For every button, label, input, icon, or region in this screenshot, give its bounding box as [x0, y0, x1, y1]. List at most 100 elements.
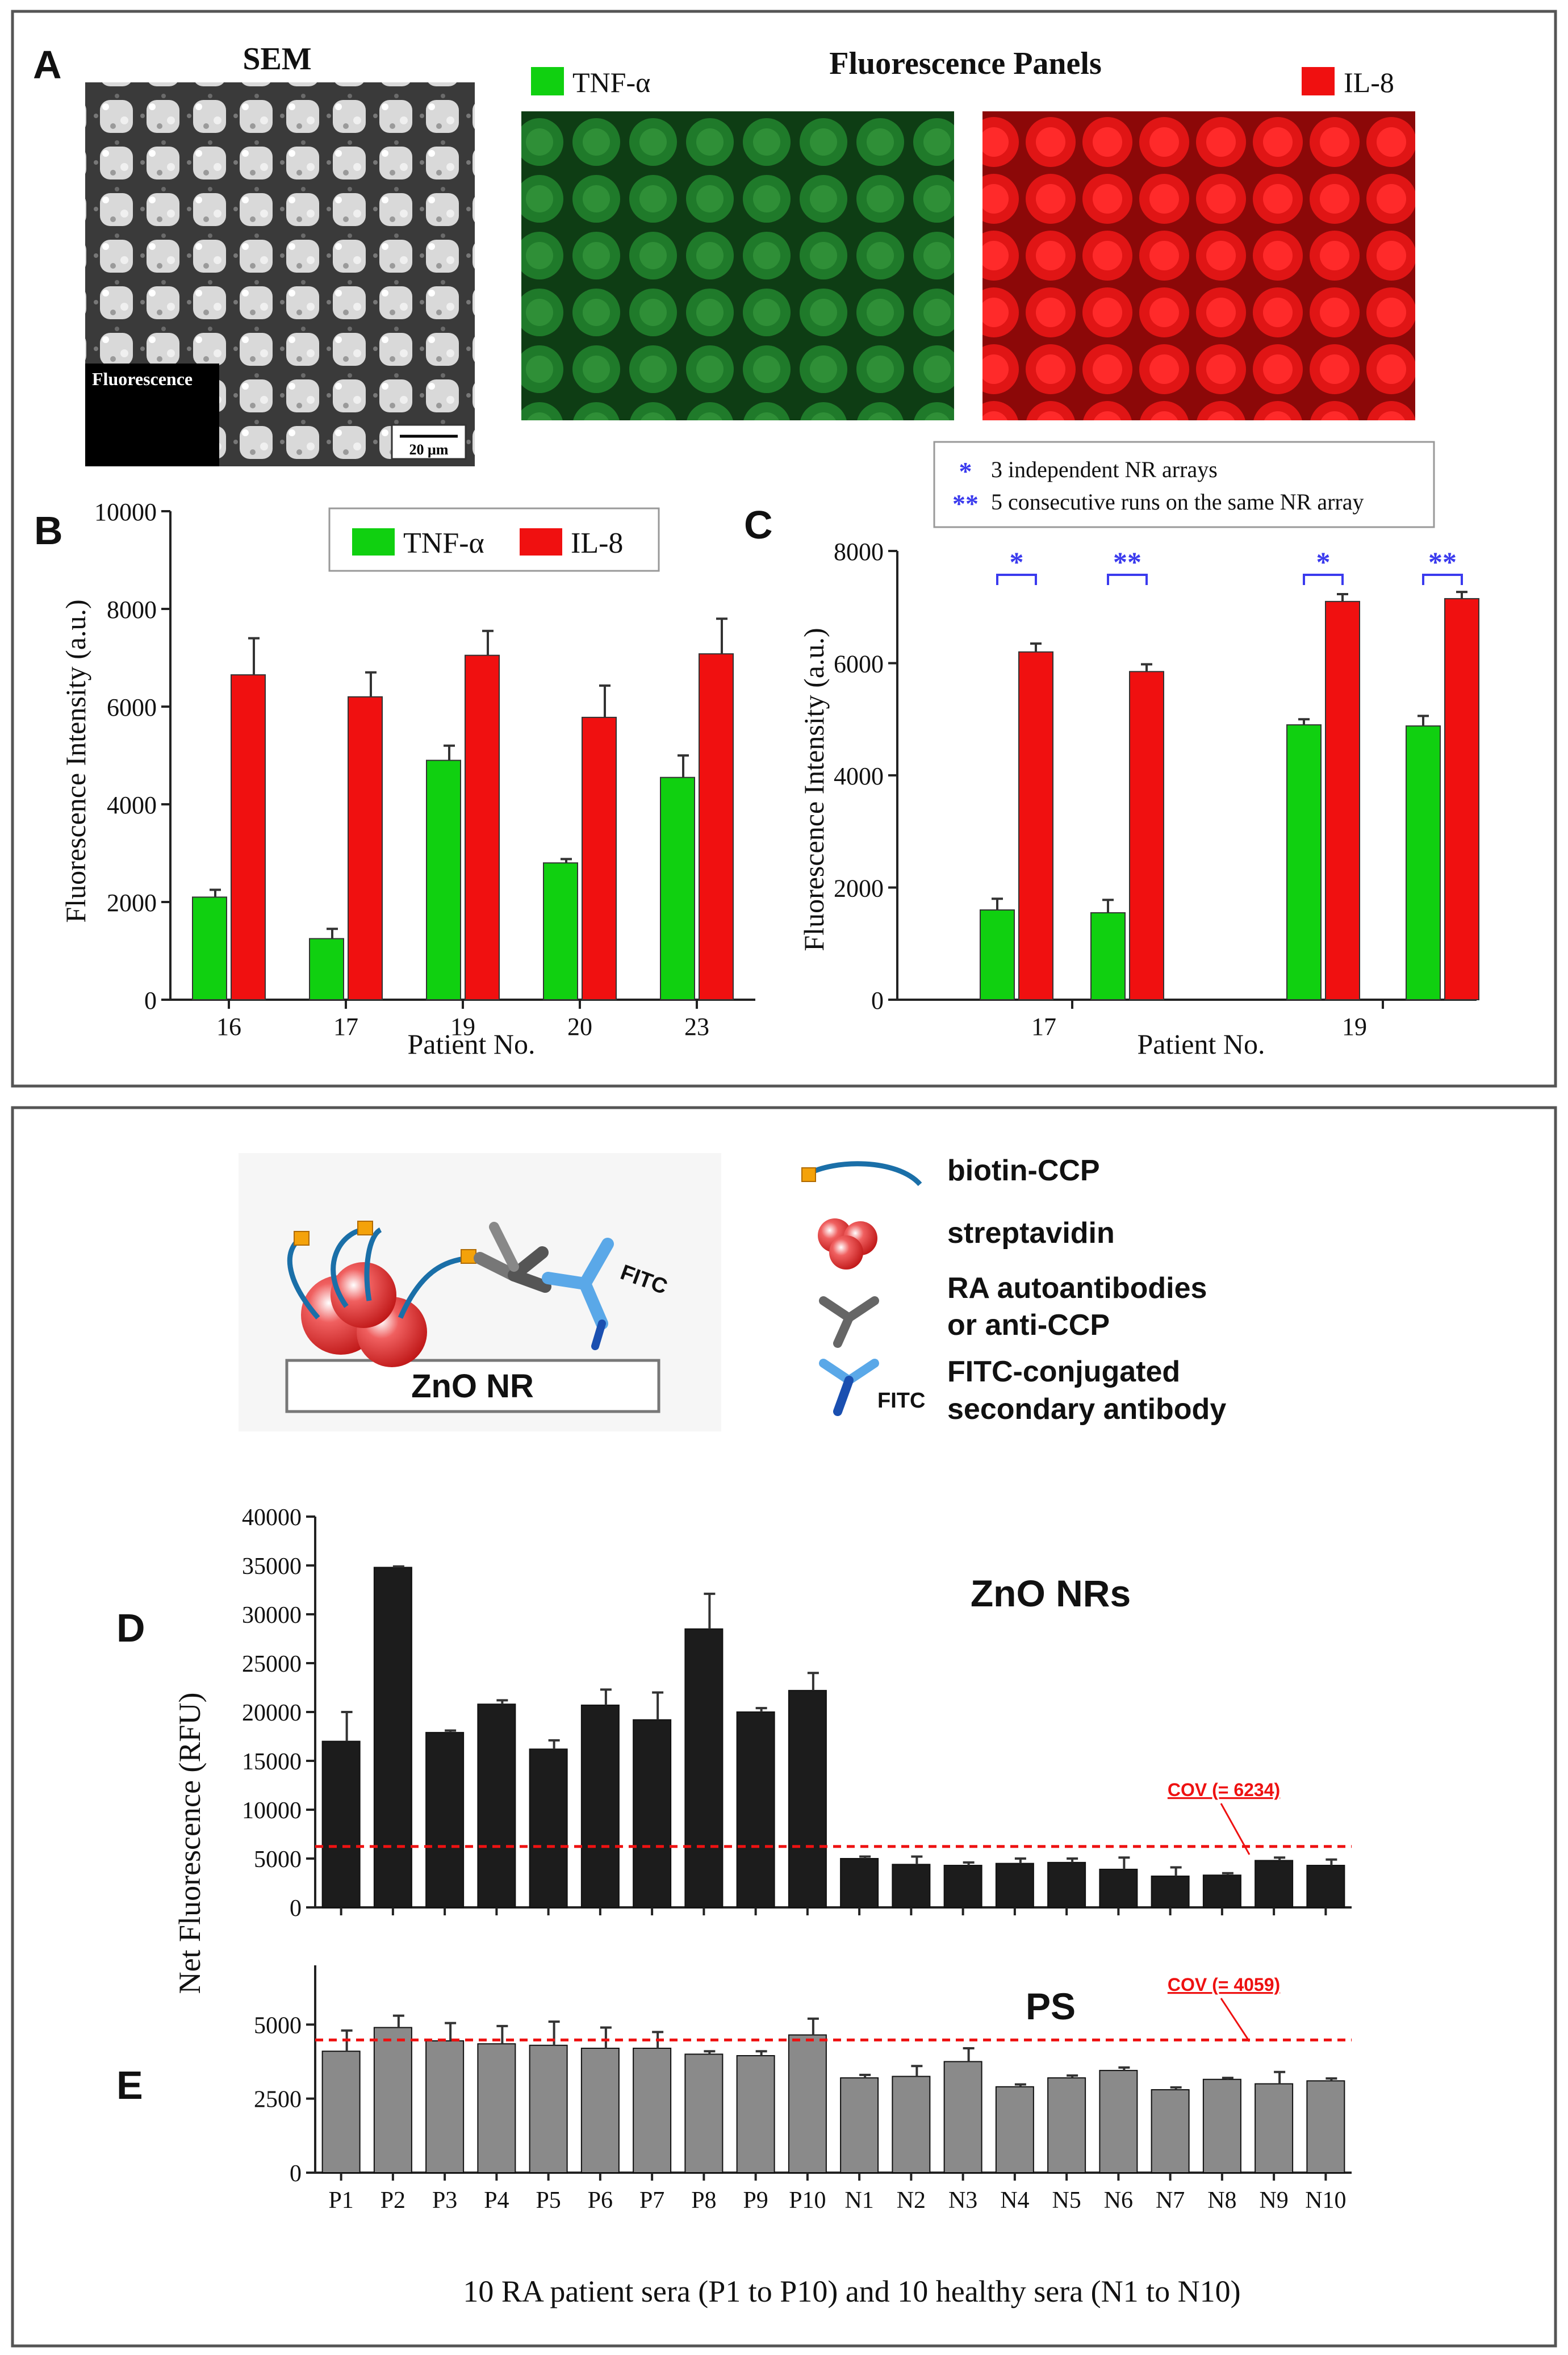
- chart-e-xtick-label: P5: [536, 2187, 561, 2214]
- legend-il8-label: IL-8: [1344, 66, 1394, 98]
- chart-e-bar: [840, 2077, 879, 2173]
- chart-c-xtick-label: 17: [1031, 1013, 1056, 1041]
- ra-antibody-icon: [819, 1296, 879, 1348]
- legend-anti-ccp: or anti-CCP: [947, 1309, 1110, 1342]
- biotin-ccp-strand: [364, 1227, 382, 1301]
- chart-b-ytick-label: 4000: [107, 791, 157, 819]
- chart-e-bar: [1202, 2078, 1241, 2173]
- chart-b-xtick-label: 20: [567, 1013, 592, 1041]
- chart-b-ylabel: Fluorescence Intensity (a.u.): [60, 599, 91, 922]
- chart-b-xlabel: Patient No.: [408, 1028, 536, 1060]
- chart-e-bar: [892, 2076, 931, 2173]
- chart-c-ytick-label: 6000: [834, 650, 884, 678]
- il8-fluorescence-image: [982, 111, 1415, 420]
- chart-b-xtick-label: 23: [684, 1013, 709, 1041]
- chart-c-bar-tnf: [1090, 912, 1126, 1000]
- chart-e-bar: [321, 2051, 361, 2174]
- chart-c-significance-mark: *: [1316, 546, 1331, 578]
- chart-c-ytick-label: 4000: [834, 762, 884, 790]
- chart-b-bar-il8: [465, 654, 500, 1000]
- biotin-ccp-icon: [801, 1161, 922, 1187]
- chart-b-xtick-label: 17: [333, 1013, 358, 1041]
- chart-d-bar: [684, 1628, 724, 1909]
- chart-e-xtick-label: P3: [432, 2187, 457, 2214]
- chart-d: ZnO NRs COV (= 6234) Net Fluorescence (R…: [173, 1505, 1352, 1994]
- chart-e-bar: [529, 2044, 568, 2173]
- chart-b-xtick-label: 16: [216, 1013, 241, 1041]
- panel-label-c: C: [744, 503, 773, 547]
- chart-d-ytick-label: 40000: [242, 1505, 302, 1531]
- scale-bar-box: [391, 424, 467, 460]
- chart-e-xtick-label: P8: [691, 2187, 716, 2214]
- chart-b-legend-swatch-il8: [520, 528, 562, 556]
- chart-e-xtick-label: N2: [897, 2187, 926, 2214]
- chart-e-bar: [425, 2040, 465, 2174]
- chart-d-ytick-label: 30000: [242, 1602, 302, 1629]
- tnf-fluorescence-image: [521, 111, 954, 420]
- chart-b: TNF-α IL-8 Fluorescence Intensity (a.u.)…: [60, 498, 755, 1060]
- chart-e-bar: [633, 2048, 672, 2173]
- chart-e-xtick-label: P2: [380, 2187, 405, 2214]
- sem-title: SEM: [242, 41, 311, 77]
- panel-label-e: E: [116, 2063, 143, 2107]
- chart-b-ytick-label: 2000: [107, 889, 157, 917]
- chart-d-cov-label: COV (= 6234): [1168, 1780, 1280, 1800]
- chart-b-ytick-label: 6000: [107, 694, 157, 721]
- chart-b-ytick-label: 10000: [94, 498, 157, 526]
- chart-b-ytick-label: 8000: [107, 596, 157, 624]
- chart-e-xtick-label: P1: [328, 2187, 353, 2214]
- legend-fitc-conjugated: FITC-conjugated: [947, 1355, 1180, 1388]
- chart-c-significance-bracket: [1303, 574, 1344, 585]
- chart-b-bar-il8: [348, 696, 383, 1001]
- chart-c-significance-bracket: [996, 574, 1037, 585]
- chart-b-bar-il8: [582, 716, 617, 1001]
- legend-biotin-ccp: biotin-CCP: [947, 1154, 1100, 1187]
- chart-e-xtick-label: N6: [1104, 2187, 1133, 2214]
- chart-c-ytick-label: 2000: [834, 875, 884, 903]
- chart-e-xtick-label: P6: [588, 2187, 613, 2214]
- chart-d-bar: [1047, 1861, 1086, 1908]
- biotin-tag: [461, 1249, 476, 1264]
- chart-d-bar: [580, 1704, 620, 1908]
- chart-b-bar-tnf: [192, 896, 227, 1001]
- chart-e-bar: [1306, 2080, 1345, 2174]
- chart-b-legend-swatch-tnf: [352, 528, 395, 556]
- chart-d-bar: [321, 1740, 361, 1909]
- biotin-tag: [357, 1221, 373, 1235]
- chart-b-bar-tnf: [426, 759, 461, 1000]
- chart-c-ytick-label: 8000: [834, 538, 884, 566]
- legend-ra-autoantibodies: RA autoantibodies: [947, 1272, 1207, 1305]
- chart-c-xtick-label: 19: [1342, 1013, 1367, 1041]
- chart-e-xtick-label: P9: [743, 2187, 768, 2214]
- biotin-ccp-strand: [398, 1255, 469, 1319]
- chart-c-bar-tnf: [980, 909, 1015, 1000]
- fitc-secondary-antibody: [542, 1238, 614, 1350]
- chart-e-xtick-label: N10: [1305, 2187, 1346, 2214]
- chart-e-xtick-label: N9: [1259, 2187, 1288, 2214]
- chart-d-bar: [1099, 1868, 1138, 1908]
- chart-c-legend-text-2: 5 consecutive runs on the same NR array: [991, 489, 1364, 515]
- panel-label-b: B: [34, 508, 63, 553]
- chart-e-xtick-label: N7: [1156, 2187, 1185, 2214]
- chart-e-title: PS: [1026, 1985, 1076, 2027]
- chart-c-significance-bracket: [1107, 574, 1148, 585]
- chart-c-bar-il8: [1018, 651, 1053, 1000]
- chart-b-bar-tnf: [543, 862, 578, 1000]
- chart-b-legend-tnf: TNF-α: [403, 527, 484, 559]
- chart-e-xtick-label: N5: [1052, 2187, 1081, 2214]
- chart-d-bar: [840, 1858, 879, 1908]
- chart-e-bar: [943, 2061, 982, 2174]
- sem-inset-label: Fluorescence: [92, 369, 193, 389]
- chart-c-legend-mark-2: **: [952, 489, 979, 518]
- chart-d-bar: [736, 1711, 775, 1908]
- chart-d-bar: [477, 1703, 516, 1908]
- chart-d-bar: [1202, 1874, 1241, 1908]
- streptavidin-icon: [818, 1218, 877, 1270]
- chart-e-xtick-label: P10: [789, 2187, 826, 2214]
- chart-d-bar: [425, 1732, 465, 1909]
- chart-d-bar: [995, 1863, 1034, 1909]
- chart-c-ytick-label: 0: [871, 987, 884, 1014]
- chart-e-xtick-label: N1: [844, 2187, 873, 2214]
- chart-e-xlabel: 10 RA patient sera (P1 to P10) and 10 he…: [463, 2274, 1240, 2308]
- chart-d-bar: [529, 1748, 568, 1909]
